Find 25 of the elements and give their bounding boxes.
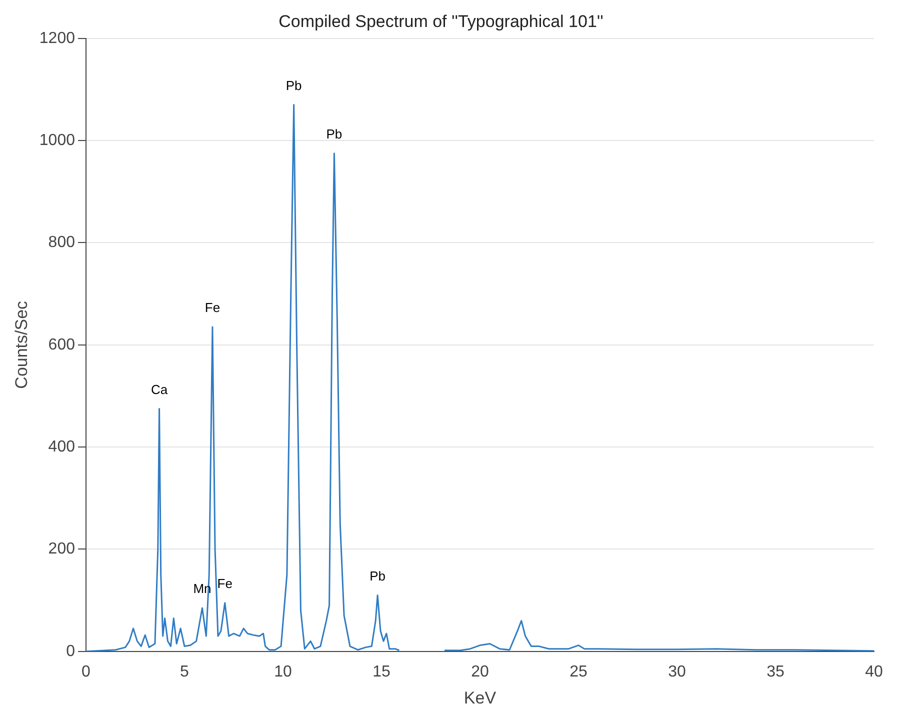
y-tick-label: 600 [48, 336, 76, 354]
y-tick-label: 400 [48, 438, 76, 456]
x-tick-label: 20 [471, 663, 489, 680]
y-tick-label: 1000 [39, 132, 76, 149]
annotation: Pb [370, 568, 386, 584]
x-tick-label: 15 [372, 663, 390, 680]
x-tick-label: 10 [274, 663, 292, 680]
annotation: Fe [204, 300, 220, 316]
x-tick-label: 25 [570, 663, 588, 680]
chart-title: Compiled Spectrum of ''Typographical 101'' [278, 12, 604, 31]
x-tick-label: 35 [766, 663, 784, 680]
x-tick-label: 5 [180, 663, 190, 680]
y-tick-label: 1200 [39, 30, 76, 47]
annotation: Ca [150, 382, 168, 397]
annotation: Pb [286, 78, 302, 93]
annotation: Pb [326, 126, 342, 142]
y-tick-label: 0 [66, 642, 76, 660]
annotation: Fe [217, 576, 232, 591]
x-axis-title: KeV [464, 688, 497, 708]
x-tick-label: 40 [865, 663, 883, 680]
y-tick-label: 200 [48, 540, 76, 558]
x-tick-label: 30 [668, 663, 686, 680]
y-tick-label: 800 [48, 234, 76, 252]
x-tick-label: 0 [82, 663, 91, 680]
y-axis-title: Counts/Sec [12, 300, 31, 389]
